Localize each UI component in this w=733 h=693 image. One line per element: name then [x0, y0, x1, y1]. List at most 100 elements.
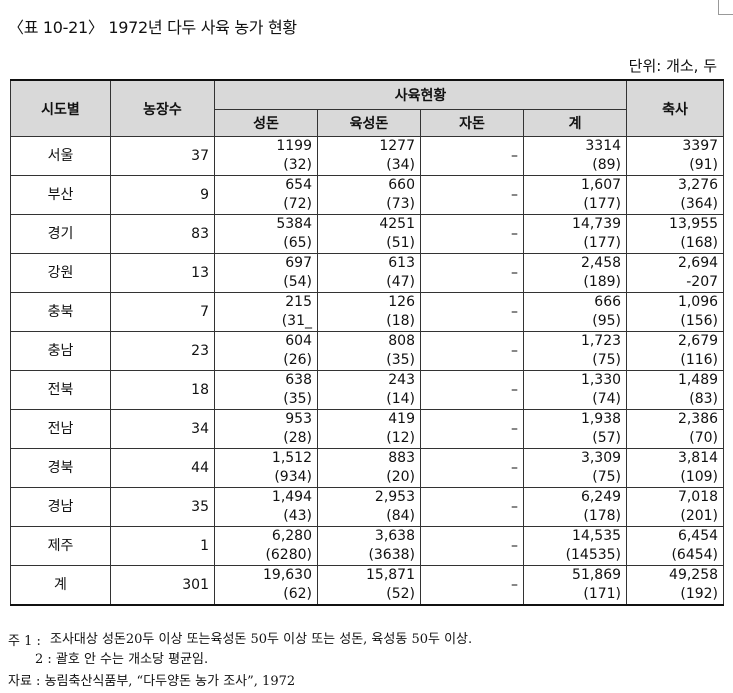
growing-cell: 2,953 (84)	[317, 487, 421, 527]
table-row: 강원 13 697 (54) 613 (47) – 2,458 (189) 2,694 -207	[10, 253, 725, 293]
adult-cell-value: (62)	[283, 586, 312, 602]
farms-cell-value: 301	[182, 576, 209, 593]
adult-cell-value: 604	[285, 333, 312, 349]
adult-cell-value: 697	[285, 255, 312, 271]
piglet-cell-value: –	[511, 576, 518, 593]
growing-cell-value: 126	[388, 294, 415, 310]
adult-cell-value: 6,280	[271, 528, 312, 544]
barn-cell: 3,814 (109)	[626, 448, 725, 488]
farms-cell: 301	[110, 565, 215, 606]
growing-cell: 243 (14)	[317, 370, 421, 410]
growing-cell-value: (51)	[386, 235, 415, 251]
total-cell-value: (171)	[583, 586, 622, 602]
growing-cell-value: (18)	[386, 313, 415, 329]
adult-cell-value: 5384	[276, 216, 312, 232]
total-cell: 6,249 (178)	[522, 487, 628, 527]
adult-cell-value: (32)	[283, 157, 312, 173]
growing-cell: 126 (18)	[317, 292, 421, 332]
piglet-cell: –	[420, 136, 524, 176]
region-cell-value: 경북	[47, 459, 74, 476]
piglet-cell-value: –	[511, 420, 518, 437]
adult-cell: 638 (35)	[214, 370, 318, 410]
growing-cell: 613 (47)	[317, 253, 421, 293]
adult-cell-value: (26)	[283, 352, 312, 368]
total-cell-value: (74)	[592, 391, 622, 407]
total-cell-value: 3314	[585, 138, 622, 154]
growing-cell-value: (20)	[386, 469, 415, 485]
growing-cell-value: 15,871	[366, 567, 415, 583]
header-farms: 농장수	[110, 79, 215, 137]
region-cell-value: 충북	[47, 303, 74, 320]
region-cell: 계	[10, 565, 111, 606]
barn-cell-value: 49,258	[669, 567, 719, 583]
barn-cell-value: 2,694	[677, 255, 719, 271]
adult-cell: 953 (28)	[214, 409, 318, 449]
piglet-cell-value: –	[511, 498, 518, 515]
barn-cell: 7,018 (201)	[626, 487, 725, 527]
adult-cell-value: 215	[285, 294, 312, 310]
region-cell: 충북	[10, 292, 111, 332]
farms-cell: 35	[110, 487, 215, 527]
barn-cell: 1,096 (156)	[626, 292, 725, 332]
barn-cell-value: 1,096	[677, 294, 719, 310]
piglet-cell: –	[420, 487, 524, 527]
header-total: 계	[522, 109, 628, 137]
total-cell-value: (95)	[592, 313, 622, 329]
adult-cell-value: (43)	[283, 508, 312, 524]
farms-cell-value: 9	[200, 186, 209, 203]
total-cell-value: 51,869	[572, 567, 622, 583]
piglet-cell-value: –	[511, 186, 518, 203]
header-growing: 육성돈	[317, 109, 421, 137]
adult-cell: 604 (26)	[214, 331, 318, 371]
growing-cell-value: (12)	[386, 430, 415, 446]
farms-cell-value: 83	[191, 225, 209, 242]
barn-cell-value: (83)	[689, 391, 719, 407]
farms-cell-value: 18	[191, 381, 209, 398]
growing-cell: 660 (73)	[317, 175, 421, 215]
growing-cell: 883 (20)	[317, 448, 421, 488]
region-cell: 제주	[10, 526, 111, 566]
barn-cell-value: (156)	[680, 313, 719, 329]
total-cell: 51,869 (171)	[522, 565, 628, 606]
piglet-cell-value: –	[511, 225, 518, 242]
header-adult: 성돈	[214, 109, 318, 137]
barn-cell-value: (168)	[680, 235, 719, 251]
adult-cell-value: (65)	[283, 235, 312, 251]
total-cell-value: 6,249	[580, 489, 622, 505]
barn-cell-value: 7,018	[677, 489, 719, 505]
growing-cell: 3,638 (3638)	[317, 526, 421, 566]
barn-cell-value: (192)	[680, 586, 719, 602]
adult-cell: 19,630 (62)	[214, 565, 318, 606]
region-cell-value: 경남	[47, 498, 74, 515]
farms-cell: 37	[110, 136, 215, 176]
total-cell: 1,607 (177)	[522, 175, 628, 215]
total-cell-value: 1,723	[580, 333, 622, 349]
region-cell-value: 제주	[47, 537, 74, 554]
region-cell: 강원	[10, 253, 111, 293]
barn-cell-value: (70)	[689, 430, 719, 446]
header-barns: 축사	[626, 79, 725, 137]
farms-cell: 9	[110, 175, 215, 215]
table-row: 전남 34 953 (28) 419 (12) – 1,938 (57) 2,386 (70)	[10, 409, 725, 449]
total-cell-value: 1,330	[580, 372, 622, 388]
total-cell: 1,723 (75)	[522, 331, 628, 371]
barn-cell-value: 13,955	[669, 216, 719, 232]
total-cell: 666 (95)	[522, 292, 628, 332]
adult-cell: 654 (72)	[214, 175, 318, 215]
barn-cell: 13,955 (168)	[626, 214, 725, 254]
barn-cell: 3,276 (364)	[626, 175, 725, 215]
region-cell: 충남	[10, 331, 111, 371]
piglet-cell: –	[420, 175, 524, 215]
adult-cell-value: 1199	[276, 138, 312, 154]
region-cell-value: 충남	[47, 342, 74, 359]
adult-cell-value: (934)	[274, 469, 312, 485]
region-cell: 전남	[10, 409, 111, 449]
growing-cell-value: (84)	[386, 508, 415, 524]
piglet-cell-value: –	[511, 342, 518, 359]
barn-cell-value: -207	[686, 274, 719, 290]
page-corner-mark	[718, 0, 733, 15]
growing-cell-value: 808	[388, 333, 415, 349]
barn-cell-value: (116)	[680, 352, 719, 368]
growing-cell-value: 660	[388, 177, 415, 193]
table-row: 충남 23 604 (26) 808 (35) – 1,723 (75) 2,679 (116)	[10, 331, 725, 371]
